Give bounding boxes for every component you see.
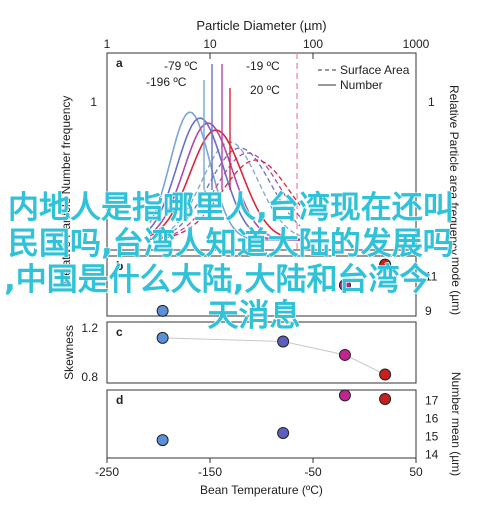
- top-tick-label: 10: [203, 37, 217, 51]
- top-tick-label: 1: [104, 37, 111, 51]
- panel-d-point-4: [379, 392, 392, 405]
- x-tick-label: -150: [198, 465, 222, 479]
- panel-b-frame: [106, 255, 417, 317]
- annotation-label-2: -196 ºC: [146, 75, 187, 89]
- legend-number-label: Number: [340, 78, 383, 92]
- legend-surface-label: Surface Area: [340, 63, 410, 77]
- panel-b-ytick-label: 9: [425, 304, 432, 318]
- panel-d-ytick-label: 17: [425, 394, 439, 408]
- surface-curve-4: [149, 159, 301, 241]
- panel-b-point-3: [379, 258, 392, 271]
- panel-c-frame: [106, 321, 417, 384]
- top-tick-label: 100: [303, 37, 323, 51]
- panel-d-ytick-label: 16: [425, 412, 439, 426]
- number-curve-1: [149, 111, 300, 241]
- panel-c-point-2: [277, 335, 290, 348]
- panel-d-ylabel: Number mean (µm): [449, 372, 463, 476]
- panel-b-letter: b: [116, 259, 123, 273]
- annotation-label-1: -79 ºC: [164, 59, 198, 73]
- panel-c-point-3: [338, 348, 351, 361]
- panel-d-letter: d: [116, 393, 123, 407]
- panel-c-ylabel: Skewness: [62, 325, 76, 380]
- top-tick-label: 1000: [403, 37, 430, 51]
- left-tick-label: 1: [90, 95, 97, 109]
- panel-b-point-1: [156, 304, 169, 317]
- annotation-label-3: -19 ºC: [246, 59, 280, 73]
- panel-b-ylabel: mode (µm): [449, 257, 463, 315]
- panel-d-point-1: [156, 434, 169, 447]
- x-tick-label: -50: [304, 465, 322, 479]
- panel-d-point-3: [338, 389, 351, 402]
- panel-d-frame: [106, 389, 417, 459]
- panel-d-ytick-label: 15: [425, 430, 439, 444]
- panel-b-point-2: [338, 279, 351, 292]
- panel-b-ytick-label: 11: [425, 270, 438, 284]
- panel-d: d 17 16 15 14 Number mean (µm) -250 -150 -50 50 Be…: [95, 372, 463, 497]
- panel-c-point-1: [156, 331, 169, 344]
- left-axis-label: Relative Particle Number frequency: [59, 96, 73, 285]
- panel-b: b 11 9 mode (µm): [106, 255, 463, 318]
- number-curve-4: [149, 129, 301, 241]
- panel-a-letter: a: [116, 56, 123, 70]
- right-axis-label: Relative Particle area frequency: [447, 85, 461, 255]
- panel-c-trend-line: [162, 337, 386, 375]
- panel-c-point-4: [379, 368, 392, 381]
- surface-curve-2: [149, 147, 301, 240]
- surface-curve-1: [149, 141, 301, 239]
- panel-a-frame: [106, 52, 417, 251]
- panel-c-ytick-label: 1.2: [81, 321, 98, 335]
- surface-curve-3: [149, 152, 301, 240]
- x-tick-label: -250: [95, 465, 119, 479]
- panel-c-letter: c: [116, 325, 123, 339]
- panel-c: c 1.2 0.8 Skewness: [62, 321, 417, 384]
- x-tick-label: 50: [409, 465, 423, 479]
- panel-d-point-2: [277, 426, 290, 439]
- top-axis-title: Particle Diameter (µm): [196, 18, 326, 33]
- x-axis-label: Bean Temperature (ºC): [200, 483, 323, 497]
- right-tick-label: 1: [428, 95, 435, 109]
- panel-c-ytick-label: 0.8: [81, 370, 98, 384]
- panel-d-ytick-label: 14: [425, 447, 439, 461]
- number-curve-3: [149, 122, 300, 241]
- annotation-label-4: 20 ºC: [250, 83, 280, 97]
